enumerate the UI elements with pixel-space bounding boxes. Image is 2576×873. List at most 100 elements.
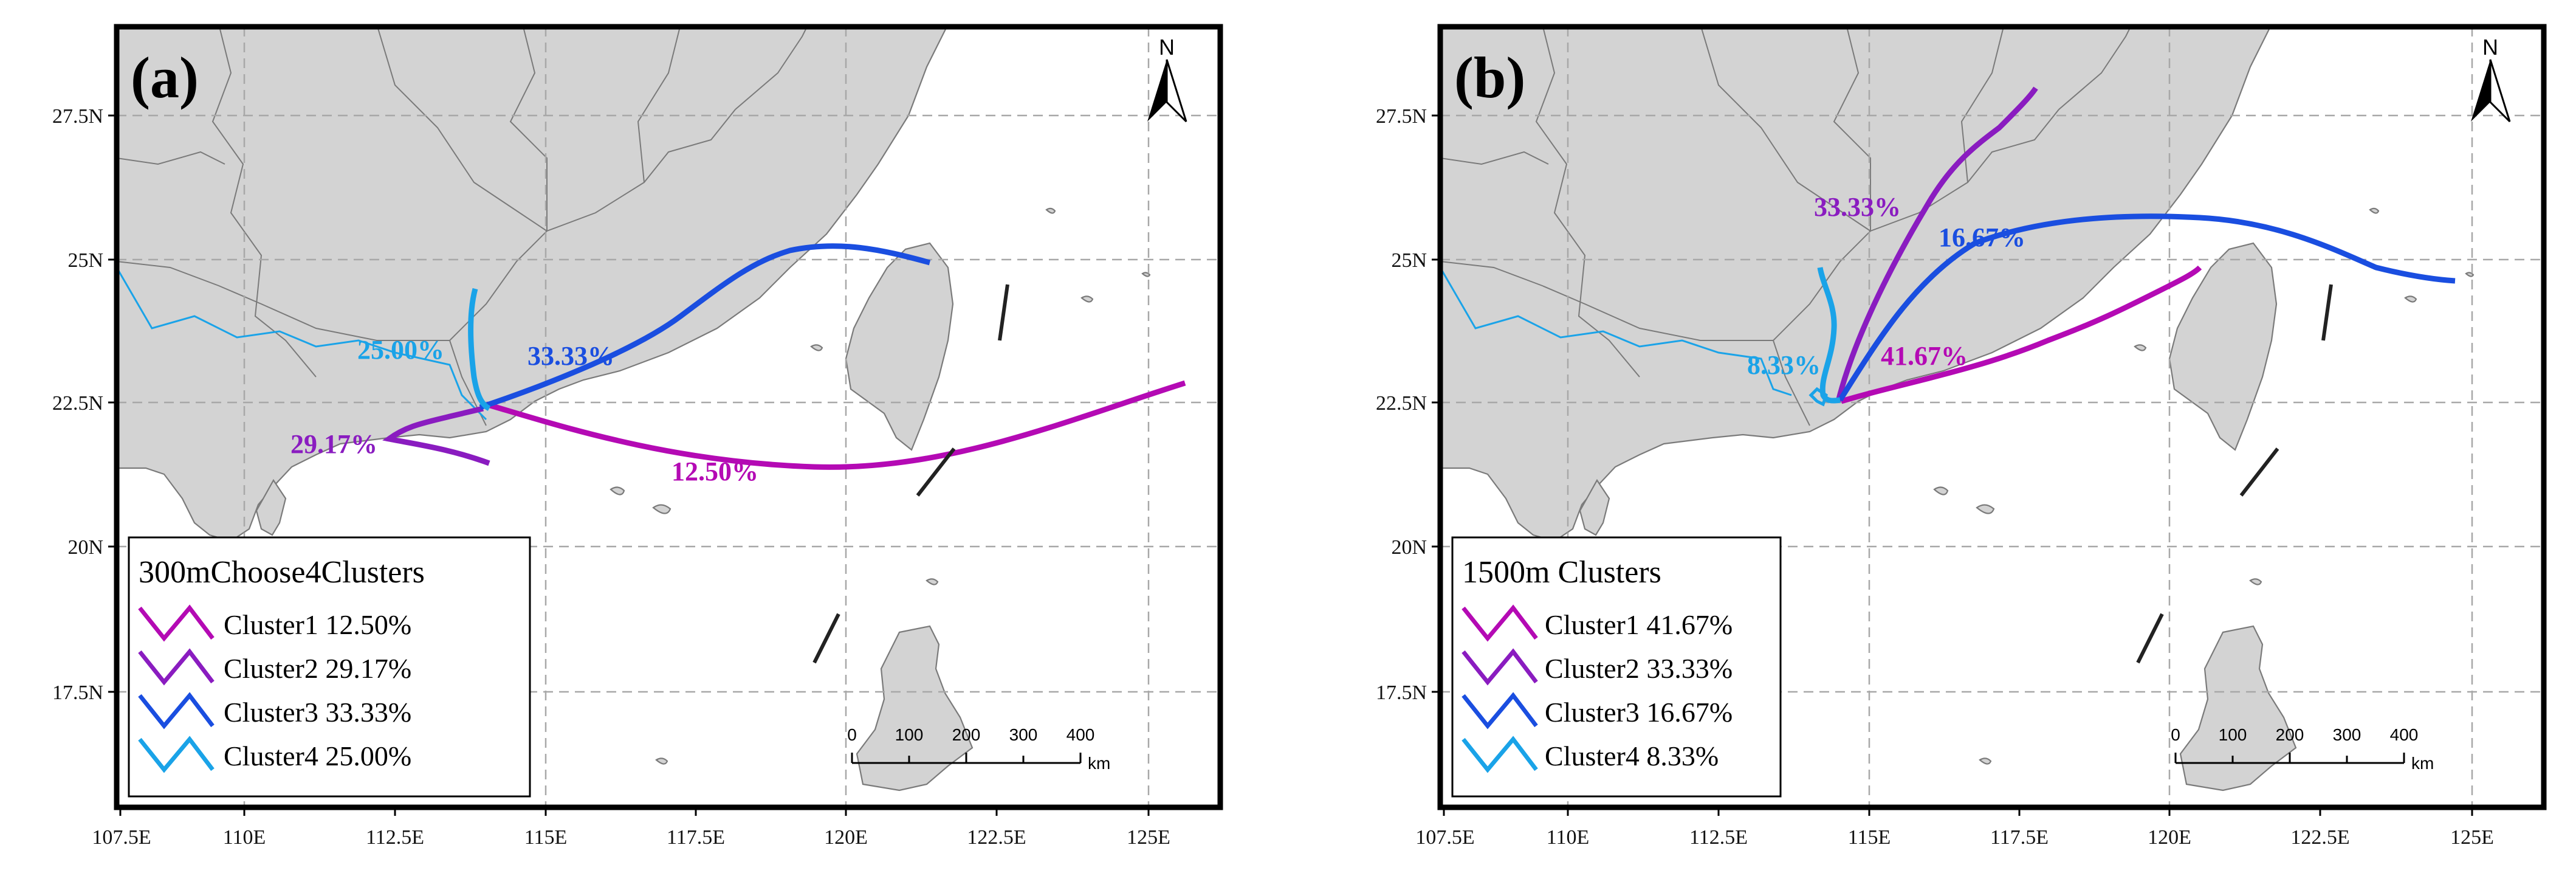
x-tick-label: 112.5E (366, 826, 424, 849)
legend-entry: Cluster4 25.00% (224, 740, 411, 771)
x-tick-label: 107.5E (1415, 826, 1474, 849)
cluster1-map-label: 41.67% (1881, 341, 1968, 371)
leizhou-peninsula (1579, 478, 1610, 536)
x-tick-label: 122.5E (2290, 826, 2349, 849)
province-border (2058, 27, 2132, 110)
islet (1933, 486, 1949, 495)
province-border (1440, 151, 1549, 165)
trough-segment (2136, 613, 2164, 664)
panel-label: (a) (131, 45, 199, 110)
y-tick-label: 22.5N (1376, 392, 1427, 415)
cluster3-map-label: 16.67% (1939, 223, 2025, 252)
svg-text:0: 0 (2171, 725, 2180, 744)
map-panel-b: 41.67% 33.33% 16.67% 8.33% 27.5N 25N 22.… (1376, 24, 2547, 849)
islet (1976, 504, 1995, 514)
map-frame (1437, 24, 2547, 810)
cluster3-path (479, 243, 931, 410)
province-border (1773, 340, 1810, 426)
province-border (117, 261, 450, 341)
province-border (1960, 27, 2005, 183)
cluster4-loop (1808, 387, 1828, 407)
cluster3-path (1838, 213, 2456, 402)
luzon-island (856, 625, 974, 792)
islet (810, 344, 823, 351)
x-tick-label: 117.5E (1990, 826, 2049, 849)
svg-text:0: 0 (847, 725, 857, 744)
legend-title: 300mChoose4Clusters (139, 555, 425, 590)
legend: 1500m Clusters Cluster1 41.67% Cluster2 … (1451, 536, 1782, 798)
north-arrow-icon: N (1147, 35, 1187, 123)
province-border (1833, 27, 1871, 231)
map-frame (114, 24, 1223, 810)
legend-swatch-icon (1461, 692, 1538, 730)
legend-entry: Cluster3 16.67% (1545, 697, 1733, 728)
map-panel-a: 12.50% 29.17% 33.33% 25.00% 27.5N 25N 22… (52, 24, 1223, 849)
x-tick-label: 115E (524, 826, 568, 849)
cluster2-map-label: 29.17% (290, 429, 377, 459)
legend-entry: Cluster1 41.67% (1545, 609, 1733, 640)
cluster4-map-label: 8.33% (1747, 350, 1821, 380)
islet (2404, 295, 2417, 303)
leizhou-peninsula (255, 478, 287, 536)
cluster1-path (485, 380, 1186, 470)
trough-segment (812, 613, 840, 664)
cluster3-map-label: 33.33% (527, 341, 614, 371)
x-tick-label: 125E (1127, 826, 1170, 849)
svg-text:100: 100 (895, 725, 924, 744)
cluster4-path (468, 288, 491, 411)
svg-text:N: N (1159, 35, 1175, 60)
legend: 300mChoose4Clusters Cluster1 12.50% Clus… (128, 536, 531, 798)
legend-entry: Cluster3 33.33% (224, 697, 411, 728)
y-tick-label: 17.5N (52, 681, 103, 704)
islet (655, 757, 668, 765)
svg-text:300: 300 (2333, 725, 2361, 744)
cluster4-path (1817, 267, 1841, 404)
taiwan-island (2168, 242, 2278, 451)
y-tick-label: 17.5N (1376, 681, 1427, 704)
cluster2-path (382, 405, 490, 466)
svg-text:400: 400 (2390, 725, 2419, 744)
islet (2249, 578, 2262, 585)
x-tick-label: 122.5E (967, 826, 1026, 849)
legend-entry: Cluster2 33.33% (1545, 653, 1733, 684)
svg-text:100: 100 (2219, 725, 2247, 744)
x-tick-label: 120E (2148, 826, 2191, 849)
province-border (117, 151, 225, 165)
legend-entry: Cluster4 8.33% (1545, 740, 1719, 771)
legend-title: 1500m Clusters (1462, 555, 1661, 590)
province-border (735, 27, 808, 110)
y-tick-label: 25N (1391, 249, 1427, 272)
scale-bar: 0 100 200 300 400 km (2171, 725, 2434, 773)
mainland-china (117, 27, 948, 542)
svg-text:200: 200 (2276, 725, 2304, 744)
y-ticks: 27.5N 25N 22.5N 20N 17.5N (1376, 105, 1440, 704)
svg-text:300: 300 (1009, 725, 1038, 744)
y-tick-label: 20N (1391, 536, 1427, 559)
taiwan-island (845, 242, 954, 451)
x-tick-label: 107.5E (92, 826, 151, 849)
y-tick-label: 27.5N (1376, 105, 1427, 128)
x-tick-label: 117.5E (667, 826, 725, 849)
province-border (377, 27, 548, 232)
legend-swatch-icon (1461, 648, 1538, 686)
cluster1-path (1840, 265, 2202, 404)
svg-text:200: 200 (952, 725, 981, 744)
legend-swatch-icon (138, 604, 215, 642)
x-tick-label: 112.5E (1689, 826, 1748, 849)
province-border (509, 27, 548, 231)
x-tick-label: 110E (223, 826, 266, 849)
x-tick-label: 125E (2450, 826, 2494, 849)
islet (926, 578, 939, 585)
panel-label: (b) (1454, 45, 1525, 110)
cluster4-thin-path (1440, 267, 1792, 396)
province-border (449, 109, 736, 341)
x-tick-label: 115E (1848, 826, 1891, 849)
y-ticks: 27.5N 25N 22.5N 20N 17.5N (52, 105, 117, 704)
legend-swatch-icon (1461, 736, 1538, 773)
legend-swatch-icon (138, 736, 215, 773)
islet (610, 486, 625, 495)
svg-text:km: km (2411, 754, 2434, 773)
x-ticks: 107.5E 110E 112.5E 115E 117.5E 120E 122.… (92, 807, 1170, 849)
islet (1045, 207, 1056, 214)
trough-segment (916, 447, 956, 497)
